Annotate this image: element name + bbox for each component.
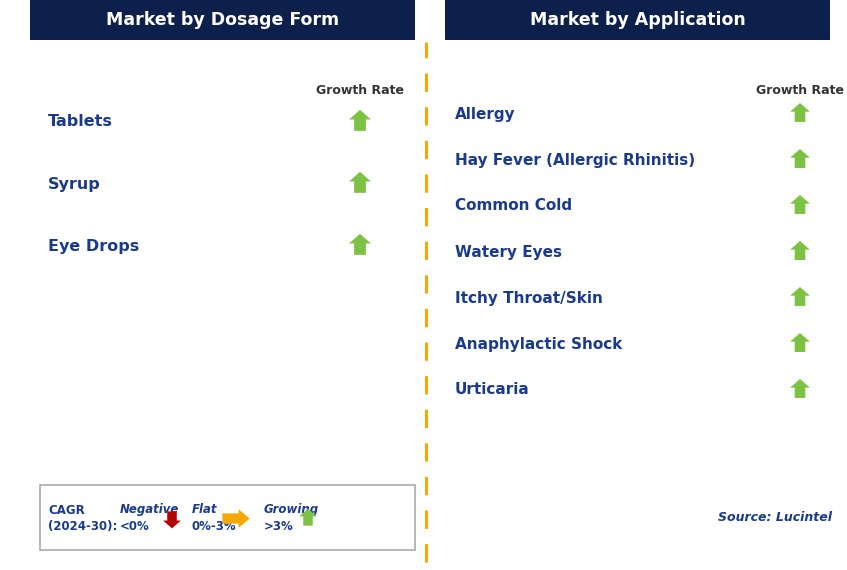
Polygon shape xyxy=(790,379,810,398)
Polygon shape xyxy=(223,509,250,528)
Polygon shape xyxy=(299,508,317,526)
Text: Itchy Throat/Skin: Itchy Throat/Skin xyxy=(455,291,603,306)
Text: Common Cold: Common Cold xyxy=(455,198,572,214)
Polygon shape xyxy=(349,172,371,193)
Polygon shape xyxy=(349,234,371,255)
Text: Market by Dosage Form: Market by Dosage Form xyxy=(106,11,339,29)
Polygon shape xyxy=(349,110,371,131)
Text: Urticaria: Urticaria xyxy=(455,382,529,397)
Text: Eye Drops: Eye Drops xyxy=(48,238,139,254)
Text: Negative: Negative xyxy=(120,503,180,516)
Text: (2024-30):: (2024-30): xyxy=(48,520,118,533)
Text: 0%-3%: 0%-3% xyxy=(192,520,236,533)
Polygon shape xyxy=(790,149,810,168)
Text: Allergy: Allergy xyxy=(455,107,516,121)
Text: Flat: Flat xyxy=(192,503,218,516)
Polygon shape xyxy=(790,241,810,260)
Text: Hay Fever (Allergic Rhinitis): Hay Fever (Allergic Rhinitis) xyxy=(455,153,695,168)
Polygon shape xyxy=(790,333,810,352)
Text: Anaphylactic Shock: Anaphylactic Shock xyxy=(455,336,623,352)
Text: >3%: >3% xyxy=(264,520,294,533)
Text: Market by Application: Market by Application xyxy=(529,11,745,29)
Text: Source: Lucintel: Source: Lucintel xyxy=(718,511,832,524)
FancyBboxPatch shape xyxy=(40,485,415,550)
Text: Growth Rate: Growth Rate xyxy=(316,83,404,96)
Text: Tablets: Tablets xyxy=(48,115,113,129)
FancyBboxPatch shape xyxy=(445,0,830,40)
Text: <0%: <0% xyxy=(120,520,150,533)
Text: Growth Rate: Growth Rate xyxy=(756,83,844,96)
FancyBboxPatch shape xyxy=(30,0,415,40)
Polygon shape xyxy=(790,287,810,306)
Text: Syrup: Syrup xyxy=(48,177,101,192)
Text: Watery Eyes: Watery Eyes xyxy=(455,245,562,259)
Polygon shape xyxy=(790,195,810,214)
Polygon shape xyxy=(163,511,181,528)
Text: Growing: Growing xyxy=(264,503,319,516)
Text: CAGR: CAGR xyxy=(48,504,85,517)
Polygon shape xyxy=(790,103,810,122)
